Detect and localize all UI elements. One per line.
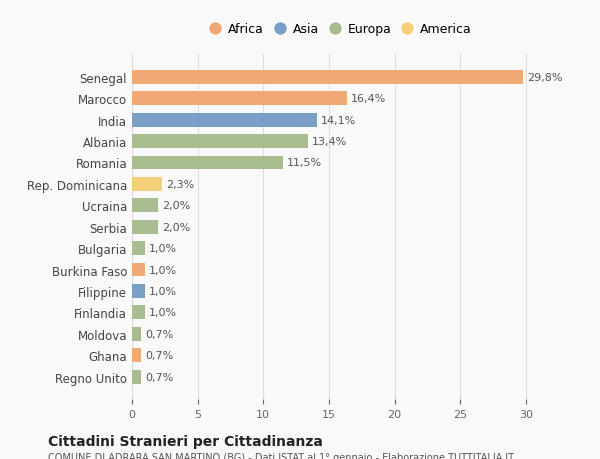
Bar xyxy=(132,71,523,84)
Bar xyxy=(132,370,141,384)
Text: 14,1%: 14,1% xyxy=(321,115,356,125)
Text: 2,0%: 2,0% xyxy=(162,201,190,211)
Bar xyxy=(132,263,145,277)
Bar xyxy=(132,199,158,213)
Bar xyxy=(132,92,347,106)
Text: 1,0%: 1,0% xyxy=(149,244,177,253)
Text: 1,0%: 1,0% xyxy=(149,308,177,318)
Bar xyxy=(132,241,145,256)
Bar xyxy=(132,306,145,319)
Bar xyxy=(132,220,158,234)
Text: 2,3%: 2,3% xyxy=(166,179,194,190)
Text: 11,5%: 11,5% xyxy=(287,158,322,168)
Text: 16,4%: 16,4% xyxy=(351,94,386,104)
Bar xyxy=(132,113,317,127)
Bar xyxy=(132,156,283,170)
Bar xyxy=(132,135,308,149)
Text: Cittadini Stranieri per Cittadinanza: Cittadini Stranieri per Cittadinanza xyxy=(48,434,323,448)
Text: 0,7%: 0,7% xyxy=(145,329,173,339)
Legend: Africa, Asia, Europa, America: Africa, Asia, Europa, America xyxy=(206,17,478,42)
Bar xyxy=(132,178,162,191)
Text: 1,0%: 1,0% xyxy=(149,286,177,296)
Text: 0,7%: 0,7% xyxy=(145,372,173,382)
Bar xyxy=(132,348,141,362)
Text: 13,4%: 13,4% xyxy=(312,137,347,147)
Bar xyxy=(132,327,141,341)
Text: 29,8%: 29,8% xyxy=(527,73,563,83)
Text: 2,0%: 2,0% xyxy=(162,222,190,232)
Text: 0,7%: 0,7% xyxy=(145,350,173,360)
Bar xyxy=(132,284,145,298)
Text: COMUNE DI ADRARA SAN MARTINO (BG) - Dati ISTAT al 1° gennaio - Elaborazione TUTT: COMUNE DI ADRARA SAN MARTINO (BG) - Dati… xyxy=(48,452,514,459)
Text: 1,0%: 1,0% xyxy=(149,265,177,275)
